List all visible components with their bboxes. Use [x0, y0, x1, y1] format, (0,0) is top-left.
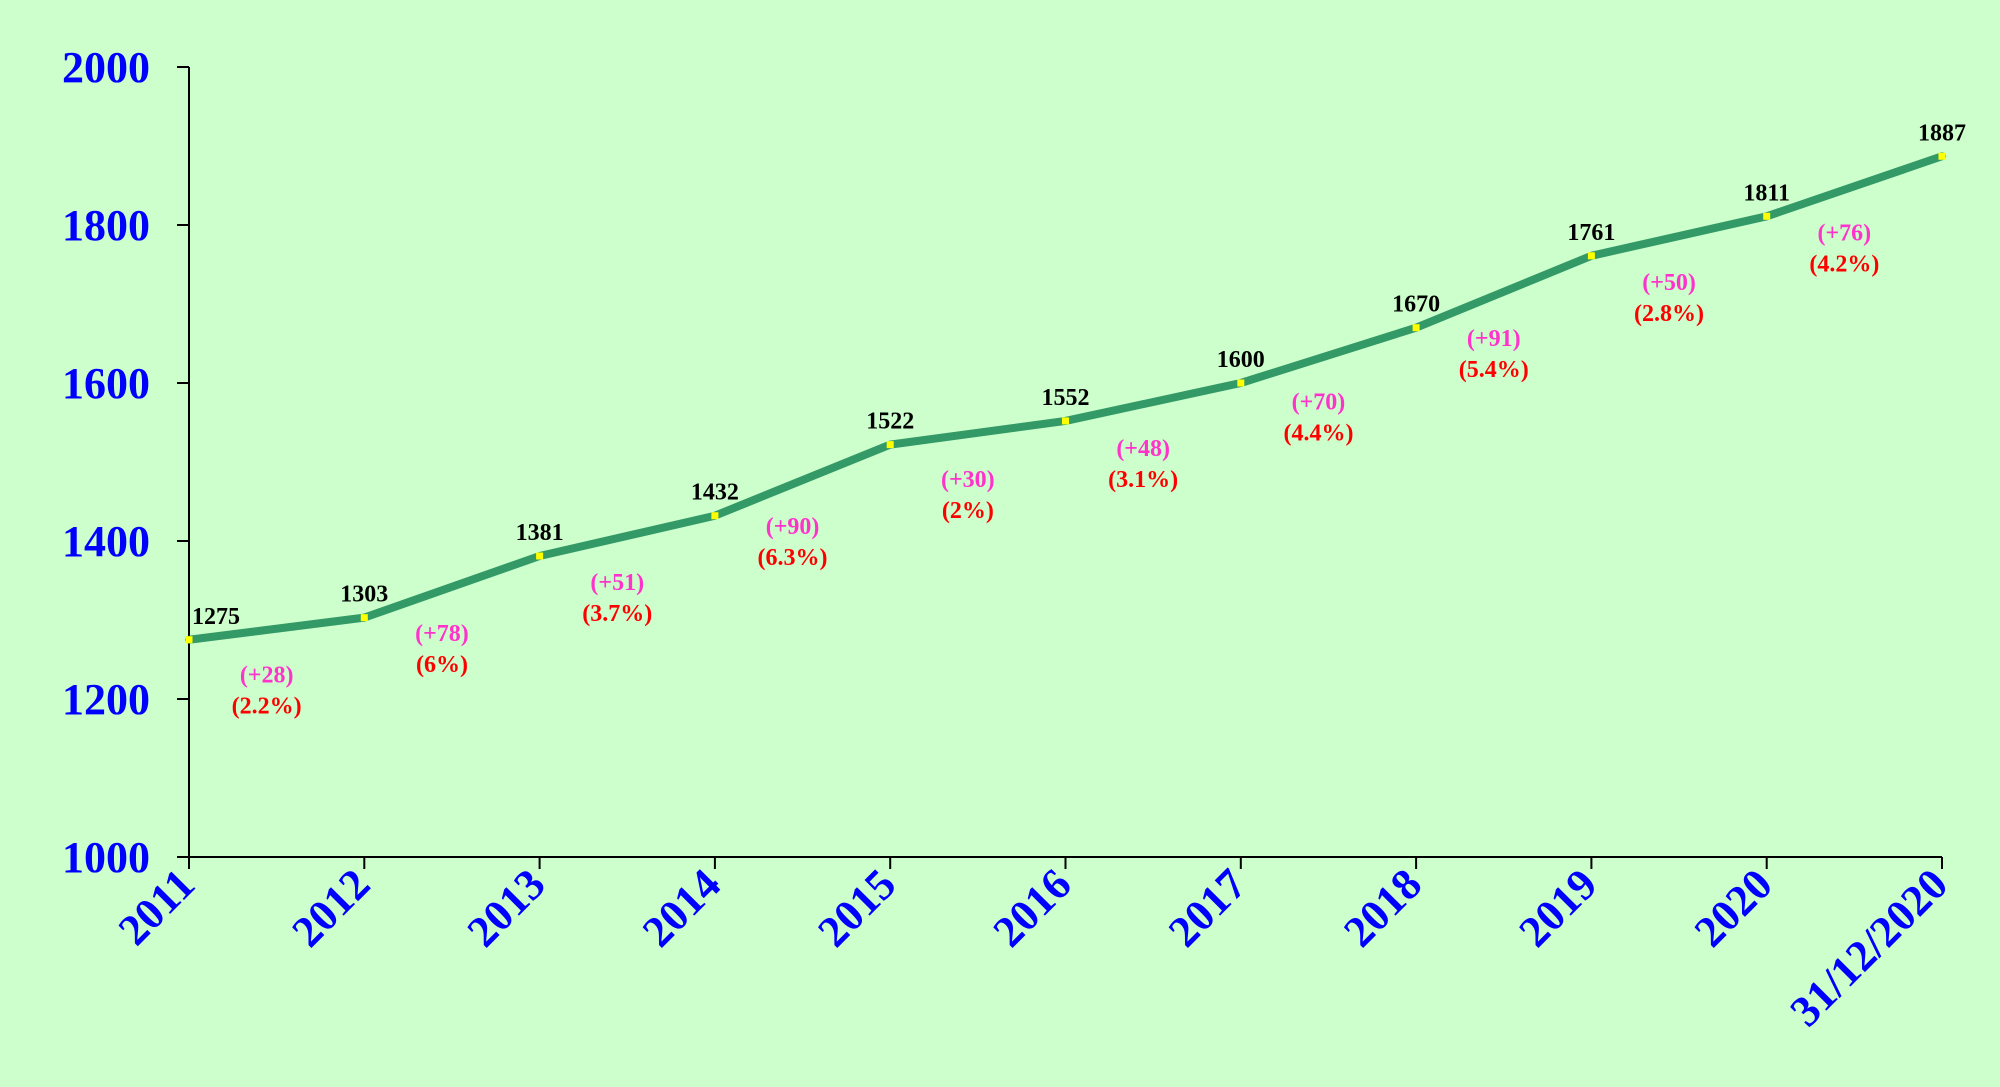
data-value-label: 1552 — [1042, 385, 1090, 411]
y-tick-label: 1800 — [62, 201, 150, 250]
change-delta-label: (+90) — [766, 514, 820, 540]
change-percent-label: (2%) — [942, 498, 994, 524]
y-tick-label: 1200 — [62, 675, 150, 724]
data-point — [1587, 252, 1595, 260]
change-delta-label: (+70) — [1292, 389, 1346, 415]
y-tick-label: 1000 — [62, 833, 150, 882]
change-delta-label: (+91) — [1467, 326, 1521, 352]
y-tick-label: 2000 — [62, 43, 150, 92]
change-delta-label: (+28) — [240, 663, 294, 689]
change-percent-label: (4.4%) — [1283, 420, 1353, 446]
change-percent-label: (3.1%) — [1108, 467, 1178, 493]
change-percent-label: (4.2%) — [1809, 251, 1879, 277]
data-point — [1237, 379, 1245, 387]
change-percent-label: (3.7%) — [582, 601, 652, 627]
data-value-label: 1887 — [1918, 120, 1966, 146]
change-delta-label: (+78) — [415, 621, 469, 647]
data-point — [1763, 212, 1771, 220]
data-point — [1062, 417, 1069, 425]
data-value-label: 1811 — [1743, 180, 1790, 206]
data-point — [536, 552, 544, 560]
data-value-label: 1275 — [192, 604, 240, 630]
change-percent-label: (2.2%) — [232, 694, 302, 720]
data-value-label: 1761 — [1567, 220, 1615, 246]
change-labels: (+28) (2.2%) (+78) (6%) (+51) (3.7%) (+90) (6.3… — [232, 220, 1880, 719]
y-tick-labels: 1000 1200 1400 1600 1800 2000 — [62, 43, 150, 882]
data-point — [185, 636, 193, 644]
data-point — [1938, 152, 1946, 160]
data-value-label: 1381 — [516, 520, 564, 546]
data-point — [886, 441, 894, 449]
data-value-label: 1522 — [866, 409, 914, 435]
change-delta-label: (+76) — [1818, 220, 1872, 246]
axes — [177, 66, 1943, 869]
data-value-label: 1303 — [340, 582, 388, 608]
data-point — [1412, 324, 1420, 332]
change-delta-label: (+51) — [590, 570, 644, 596]
y-tick-label: 1600 — [62, 359, 150, 408]
data-point — [360, 614, 368, 622]
data-markers — [185, 152, 1946, 644]
change-delta-label: (+30) — [941, 467, 995, 493]
value-labels: 1275 1303 1381 1432 1522 1552 1600 1670 1761 1811… — [192, 120, 1966, 629]
change-percent-label: (2.8%) — [1634, 301, 1704, 327]
data-point — [711, 512, 719, 520]
data-value-label: 1432 — [691, 480, 739, 506]
change-delta-label: (+50) — [1642, 270, 1696, 296]
y-tick-label: 1400 — [62, 517, 150, 566]
data-value-label: 1670 — [1392, 292, 1440, 318]
data-value-label: 1600 — [1217, 347, 1265, 373]
change-percent-label: (6.3%) — [758, 545, 828, 571]
change-delta-label: (+48) — [1116, 436, 1170, 462]
change-percent-label: (6%) — [416, 652, 468, 678]
change-percent-label: (5.4%) — [1459, 357, 1529, 383]
